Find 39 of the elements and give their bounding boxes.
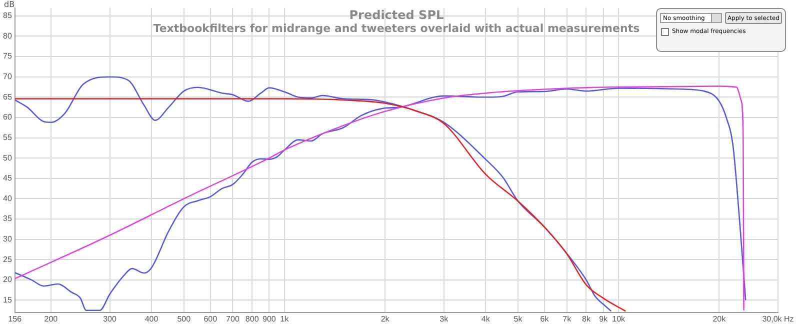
x-tick-label: 500: [177, 314, 192, 324]
y-tick-label: 55: [2, 132, 12, 142]
y-tick-label: 45: [2, 174, 12, 183]
y-tick-label: 30: [2, 234, 12, 244]
x-tick-label: 20k: [712, 314, 727, 324]
y-tick-label: 35: [2, 214, 12, 224]
x-tick-label: 30,0k Hz: [762, 314, 794, 324]
x-tick-label: 300: [103, 314, 118, 324]
x-tick-label: 10k: [612, 314, 626, 324]
x-tick-label: 9k: [599, 314, 609, 324]
x-tick-label: 3k: [440, 314, 450, 324]
x-tick-label: 7k: [562, 314, 572, 324]
y-tick-label: 40: [2, 194, 12, 203]
y-tick-label: 85: [2, 11, 12, 20]
x-tick-label: 8k: [582, 314, 592, 324]
text: Textbookfilters for midrange and tweeters overlaid with actual measurements: [153, 22, 640, 36]
x-tick-label: 4k: [481, 314, 491, 324]
y-tick-label: 80: [2, 31, 12, 40]
x-tick-label: 700: [226, 314, 240, 324]
y-tick-label: 50: [2, 153, 12, 162]
chart-title: Predicted SPL: [349, 8, 444, 22]
y-tick-label: 15: [2, 295, 12, 304]
x-tick-label: 600: [204, 314, 218, 324]
x-tick-label: 1k: [280, 314, 290, 324]
x-tick-label: 5k: [514, 314, 524, 324]
x-tick-label: 800: [245, 314, 260, 324]
y-tick-label: 75: [2, 52, 12, 61]
y-tick-label: 60: [2, 112, 12, 122]
y-axis-title: dB: [4, 0, 15, 10]
x-tick-label: 2k: [380, 314, 390, 324]
x-tick-label: 6k: [540, 314, 550, 324]
x-tick-label: 200: [44, 314, 58, 324]
y-tick-label: 65: [2, 92, 12, 102]
x-tick-label: 156: [8, 314, 22, 324]
x-tick-label: 400: [144, 314, 159, 324]
y-tick-label: 70: [2, 72, 12, 82]
x-tick-label: 900: [262, 314, 276, 324]
y-tick-label: 20: [2, 275, 12, 284]
y-tick-label: 25: [2, 254, 12, 264]
